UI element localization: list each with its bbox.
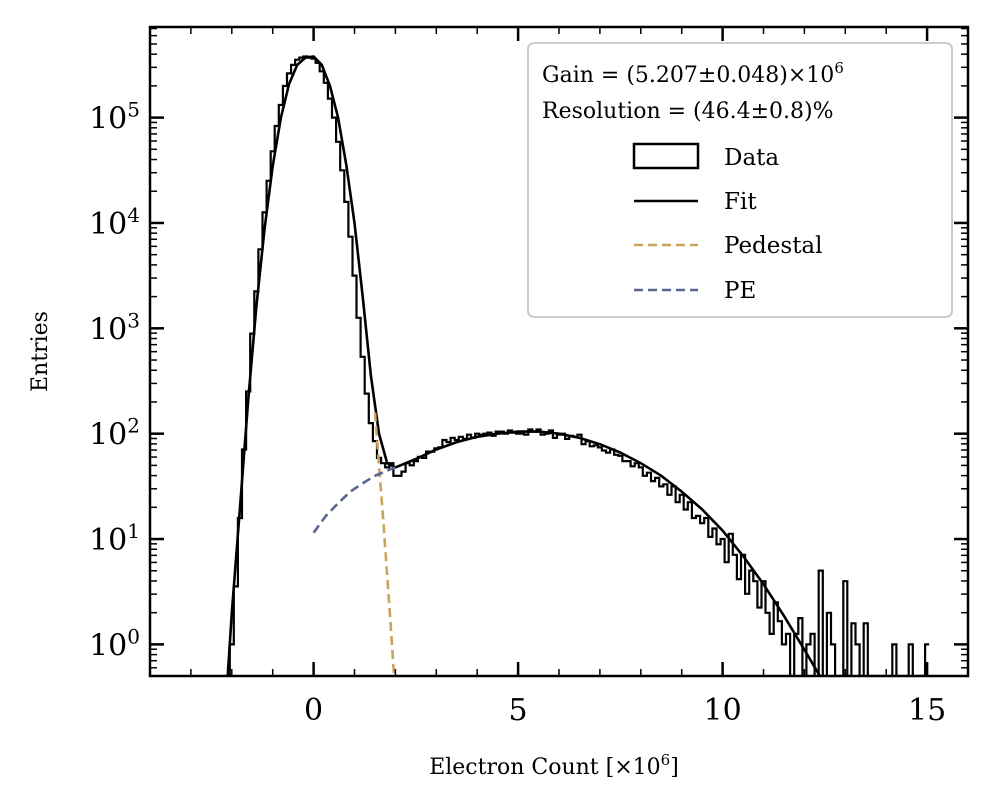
y-tick-label: 103	[89, 308, 140, 347]
x-axis-title-close: ]	[670, 755, 679, 780]
legend-label: Fit	[724, 189, 757, 215]
y-tick-label: 104	[89, 203, 140, 242]
y-tick-label: 101	[89, 519, 140, 558]
legend-entry-fit: Fit	[634, 189, 757, 215]
legend-label: Pedestal	[724, 233, 823, 259]
y-tick-label: 105	[89, 98, 140, 137]
legend-swatch-box	[632, 142, 700, 170]
legend-entry-pedestal: Pedestal	[634, 233, 823, 259]
y-tick-exp: 3	[127, 308, 140, 332]
y-tick-exp: 2	[127, 414, 140, 438]
legend-gain-text: Gain = (5.207±0.048)×10	[542, 63, 834, 88]
y-tick-exp: 5	[127, 98, 140, 122]
legend-label: PE	[724, 278, 756, 304]
legend-entry-data: Data	[632, 142, 779, 171]
y-axis-title: Entries	[28, 311, 53, 392]
legend-gain-exp: 6	[834, 59, 844, 77]
legend-box	[527, 42, 953, 318]
y-tick-base: 10	[89, 207, 127, 242]
legend-entries: Data Fit Pedestal PE	[632, 142, 823, 304]
y-tick-exp: 0	[127, 624, 140, 648]
x-axis-title-main: Electron Count [×10	[429, 755, 660, 780]
y-tick-base: 10	[89, 312, 127, 347]
y-tick-base: 10	[89, 418, 127, 453]
x-tick-label: 5	[509, 693, 528, 728]
x-axis-title: Electron Count [×106]	[429, 751, 679, 780]
legend-resolution: Resolution = (46.4±0.8)%	[542, 99, 834, 124]
series-fit	[226, 55, 822, 676]
series-layer	[225, 55, 930, 676]
y-tick-label: 100	[89, 624, 140, 663]
x-tick-label: 10	[704, 693, 742, 728]
y-tick-exp: 1	[127, 519, 140, 543]
x-axis-title-exp: 6	[661, 751, 671, 769]
legend-entry-pe: PE	[634, 278, 756, 304]
legend-label: Data	[724, 145, 779, 171]
y-tick-base: 10	[89, 628, 127, 663]
x-tick-label: 0	[304, 693, 323, 728]
y-tick-exp: 4	[127, 203, 140, 227]
y-tick-label: 102	[89, 414, 140, 453]
x-tick-label: 15	[908, 693, 946, 728]
y-tick-base: 10	[89, 102, 127, 137]
legend: Gain = (5.207±0.048)×106 Resolution = (4…	[527, 42, 953, 318]
y-tick-base: 10	[89, 523, 127, 558]
series-pe	[312, 466, 396, 534]
legend-gain: Gain = (5.207±0.048)×106	[542, 59, 844, 88]
